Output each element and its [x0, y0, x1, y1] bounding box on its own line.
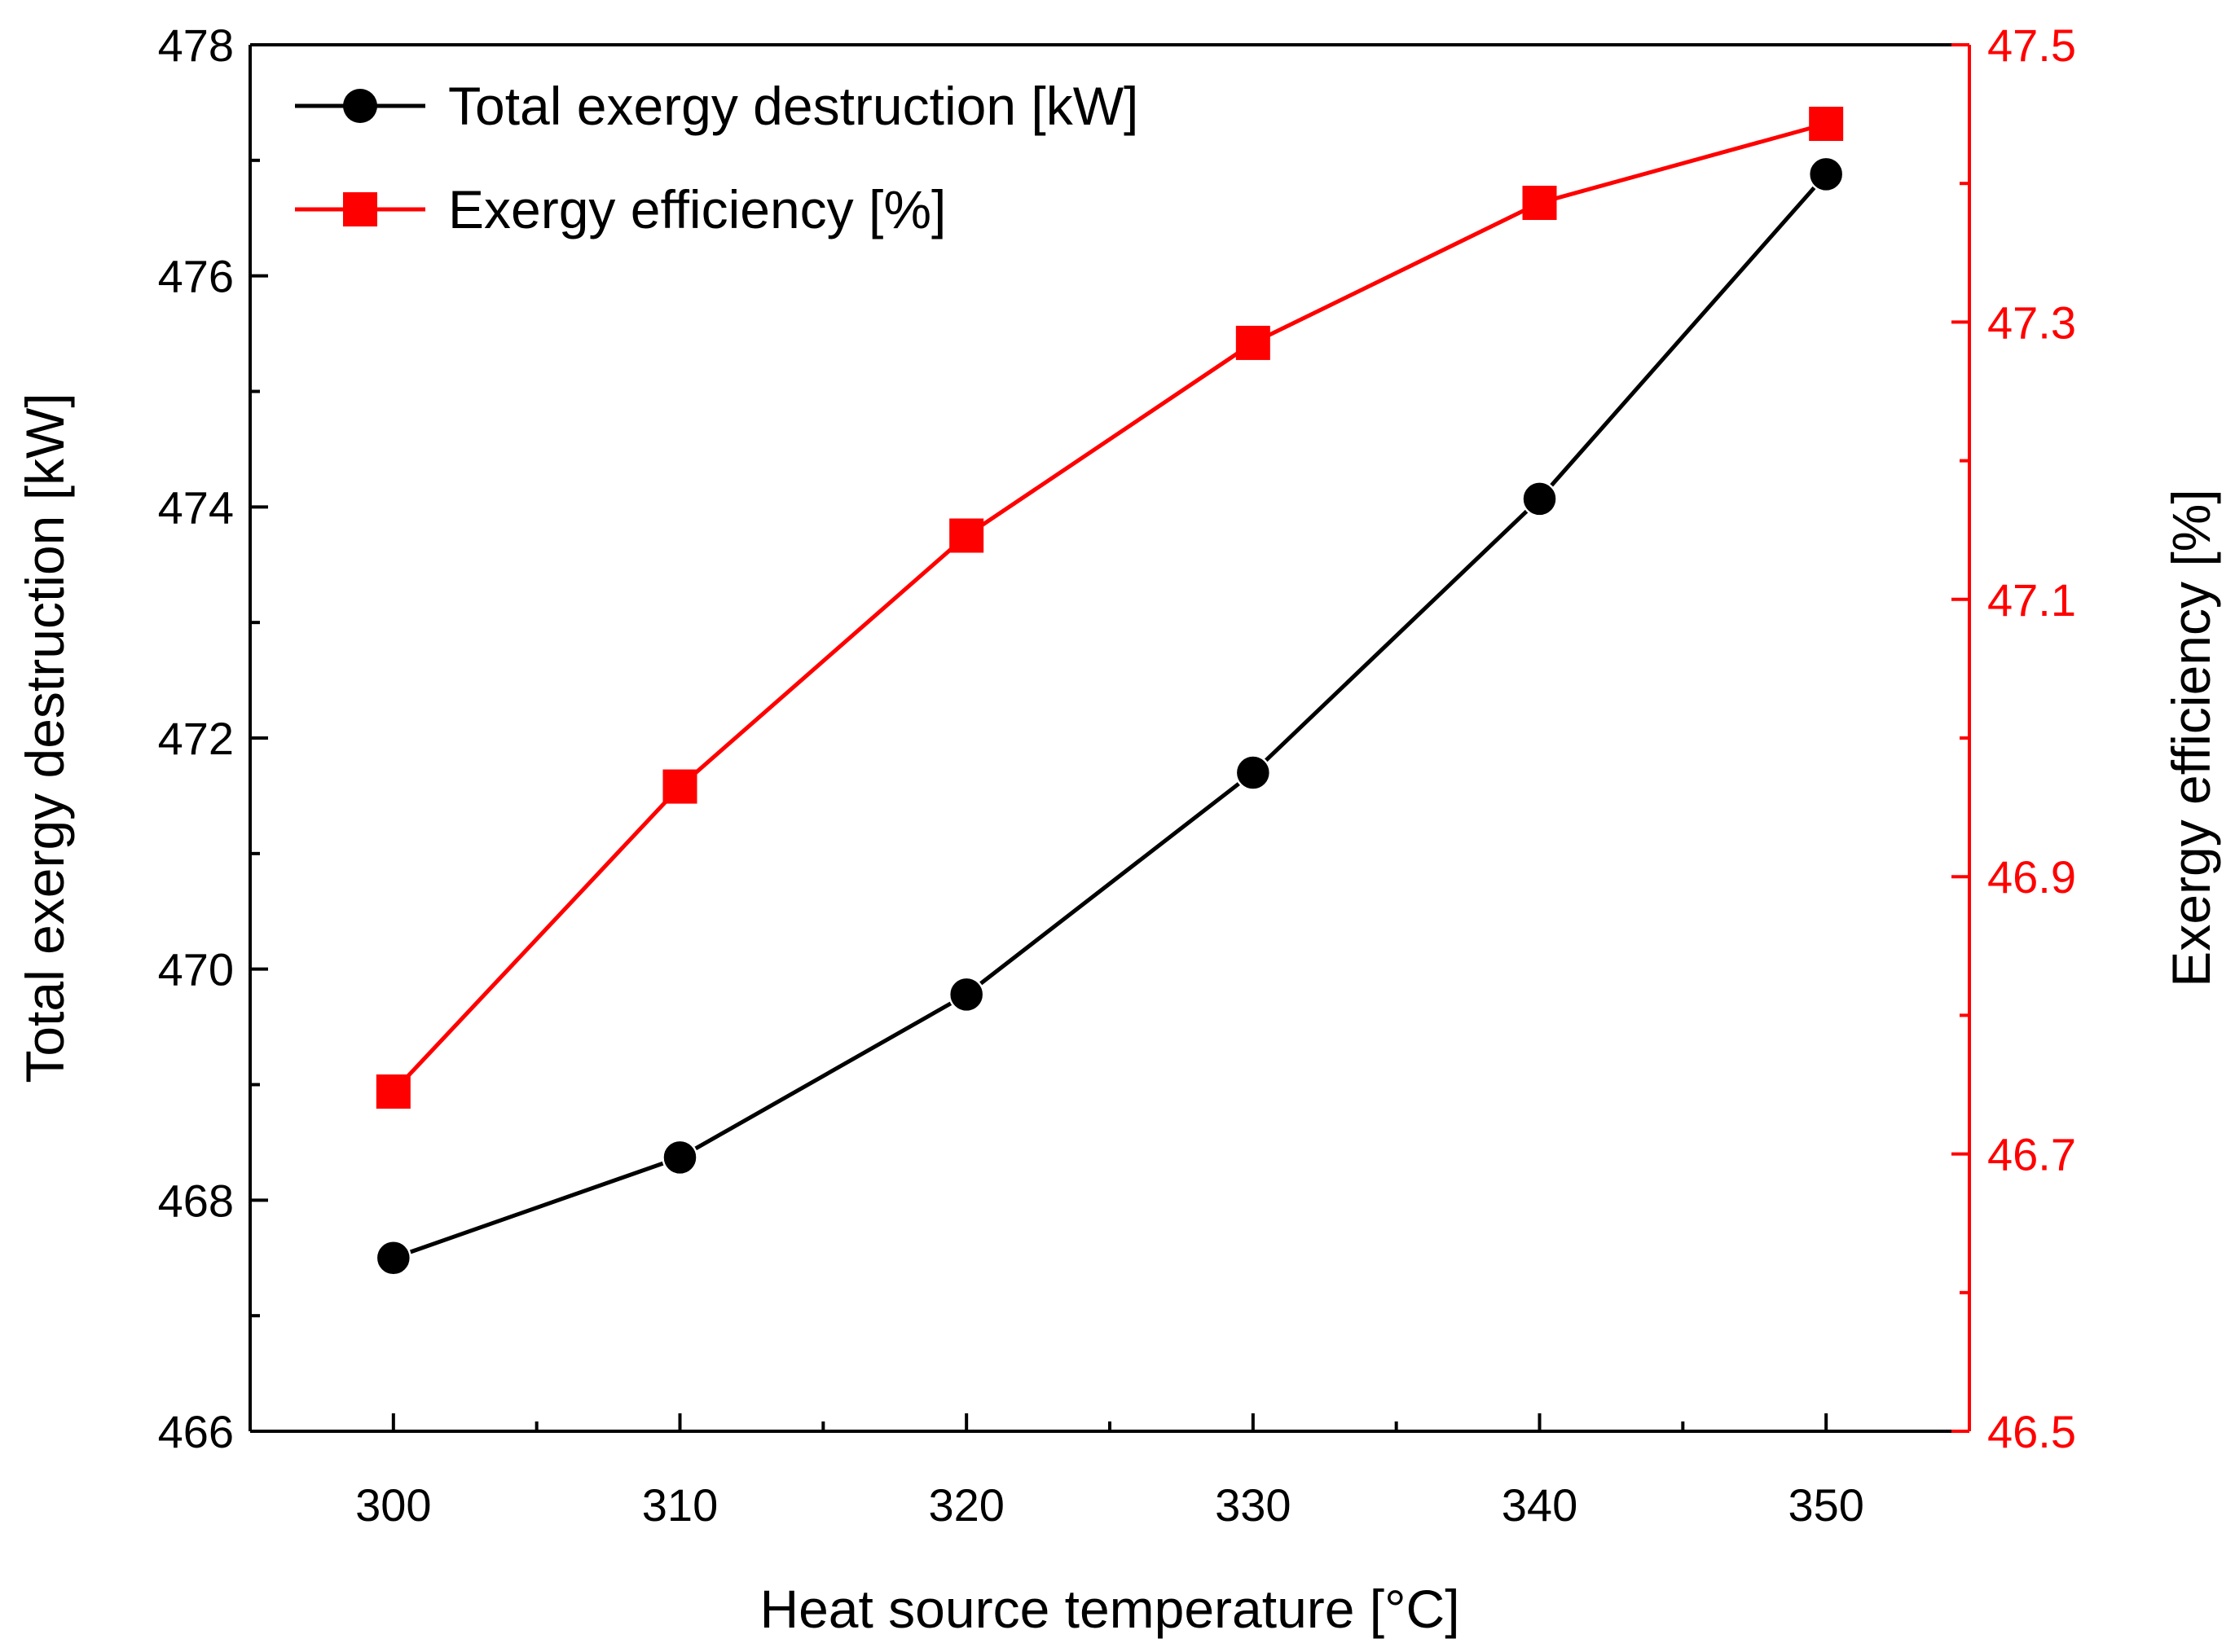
- y-tick-label-478: 478: [158, 20, 234, 71]
- x-axis-ticks: 300 310 320 330 340 350: [355, 1413, 1864, 1531]
- x-tick-label-310: 310: [642, 1479, 718, 1531]
- series-line-1: [392, 121, 1827, 1093]
- data-point-efficiency-350: [1809, 107, 1844, 142]
- y-axis-right-title: Exergy efficiency [%]: [2161, 489, 2221, 986]
- x-tick-label-330: 330: [1215, 1479, 1291, 1531]
- series-layer: [375, 107, 1845, 1276]
- y-tick-label-472: 472: [158, 713, 234, 764]
- data-point-destruction-320: [948, 976, 985, 1013]
- y-axis-left-title: Total exergy destruction [kW]: [15, 393, 75, 1083]
- y-tick-label-466: 466: [158, 1406, 234, 1457]
- legend-label-destruction: Total exergy destruction [kW]: [448, 76, 1138, 136]
- legend-marker-destruction: [343, 89, 377, 123]
- data-point-destruction-350: [1807, 156, 1845, 193]
- x-tick-label-300: 300: [355, 1479, 431, 1531]
- y2-tick-label-46.9: 46.9: [1987, 851, 2076, 903]
- data-point-destruction-330: [1234, 754, 1272, 791]
- legend: Total exergy destruction [kW] Exergy eff…: [295, 76, 1138, 239]
- x-tick-label-350: 350: [1788, 1479, 1863, 1531]
- y2-tick-label-46.5: 46.5: [1987, 1406, 2076, 1457]
- y-axis-left-ticks: 466 468 470 472 474 476 478: [158, 20, 268, 1457]
- y-tick-label-468: 468: [158, 1175, 234, 1226]
- data-point-efficiency-330: [1235, 325, 1270, 360]
- y-tick-label-476: 476: [158, 251, 234, 302]
- y-tick-label-470: 470: [158, 944, 234, 995]
- data-point-efficiency-300: [376, 1074, 411, 1109]
- y2-tick-label-47.5: 47.5: [1987, 20, 2076, 71]
- data-point-destruction-340: [1521, 481, 1558, 517]
- data-point-efficiency-310: [662, 769, 697, 804]
- y2-tick-label-46.7: 46.7: [1987, 1129, 2076, 1180]
- y2-tick-label-47.3: 47.3: [1987, 297, 2076, 348]
- y2-tick-label-47.1: 47.1: [1987, 574, 2076, 626]
- series-line-0: [393, 173, 1828, 1260]
- x-axis-title: Heat source temperature [°C]: [759, 1579, 1459, 1639]
- data-point-efficiency-340: [1522, 186, 1557, 221]
- legend-marker-efficiency: [343, 192, 377, 226]
- y-axis-right-ticks: 46.5 46.7 46.9 47.1 47.3 47.5: [1951, 20, 2076, 1457]
- x-tick-label-320: 320: [928, 1479, 1004, 1531]
- y-tick-label-474: 474: [158, 481, 234, 533]
- data-point-efficiency-320: [949, 518, 984, 553]
- x-tick-label-340: 340: [1502, 1479, 1577, 1531]
- legend-label-efficiency: Exergy efficiency [%]: [448, 179, 946, 239]
- data-point-destruction-300: [375, 1240, 412, 1276]
- data-point-destruction-310: [662, 1139, 698, 1176]
